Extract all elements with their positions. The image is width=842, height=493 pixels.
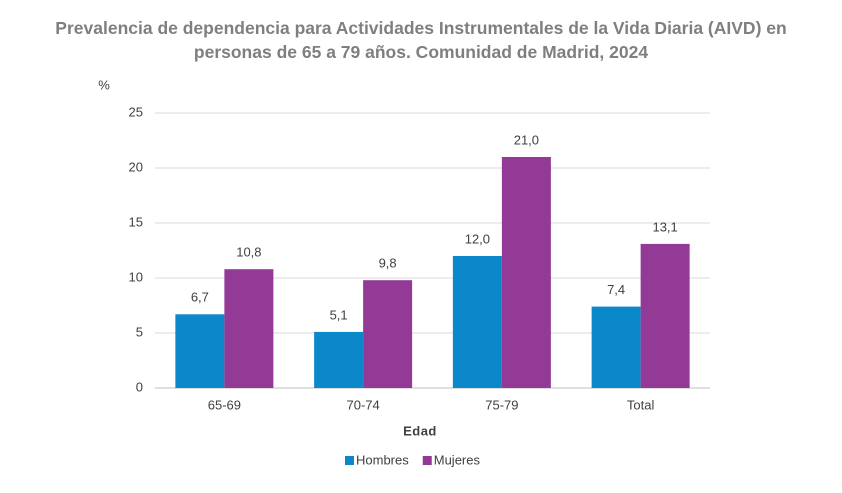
data-label: 5,1 bbox=[330, 307, 348, 322]
x-tick-label: Total bbox=[627, 397, 655, 412]
data-label: 7,4 bbox=[607, 282, 625, 297]
y-tick-label: 15 bbox=[129, 214, 143, 229]
chart-title: Prevalencia de dependencia para Activida… bbox=[55, 18, 787, 62]
bar bbox=[363, 280, 413, 388]
title-box: Prevalencia de dependencia para Activida… bbox=[0, 16, 842, 64]
y-tick-label: 5 bbox=[136, 324, 143, 339]
legend-label: Mujeres bbox=[434, 452, 481, 467]
data-label: 12,0 bbox=[465, 231, 490, 246]
x-tick-label: 75-79 bbox=[485, 397, 518, 412]
legend-label: Hombres bbox=[356, 452, 409, 467]
data-label: 10,8 bbox=[236, 245, 261, 260]
bar bbox=[452, 256, 502, 388]
y-tick-label: 0 bbox=[136, 379, 143, 394]
legend-swatch bbox=[422, 456, 432, 465]
y-axis-title: % bbox=[98, 77, 110, 92]
x-tick-label: 70-74 bbox=[347, 397, 380, 412]
data-label: 13,1 bbox=[652, 219, 677, 234]
bar bbox=[314, 331, 364, 388]
x-axis-title: Edad bbox=[403, 423, 437, 438]
data-label: 9,8 bbox=[379, 256, 397, 271]
bar bbox=[224, 269, 274, 388]
data-label: 21,0 bbox=[514, 132, 539, 147]
y-tick-label: 25 bbox=[129, 104, 143, 119]
bar bbox=[175, 314, 225, 388]
bar bbox=[591, 306, 641, 388]
y-tick-label: 20 bbox=[129, 159, 143, 174]
x-tick-label: 65-69 bbox=[208, 397, 241, 412]
legend-swatch bbox=[345, 456, 354, 465]
bar bbox=[640, 243, 690, 388]
data-label: 6,7 bbox=[191, 290, 209, 305]
y-tick-label: 10 bbox=[129, 269, 143, 284]
bar bbox=[501, 157, 551, 388]
